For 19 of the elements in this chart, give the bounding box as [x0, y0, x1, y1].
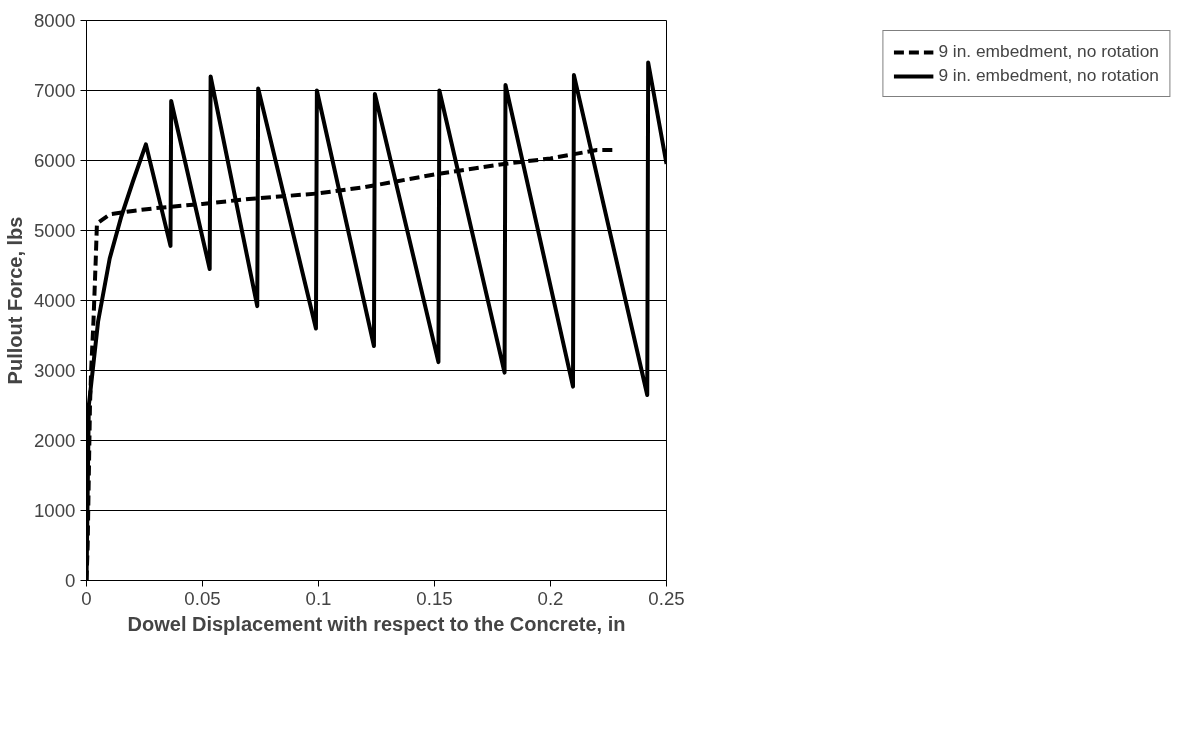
- y-tick-label: 5000: [34, 220, 76, 241]
- y-tick-label: 8000: [34, 10, 76, 31]
- y-tick-label: 2000: [34, 430, 76, 451]
- y-tick-label: 7000: [34, 80, 76, 101]
- y-tick-label: 4000: [34, 290, 76, 311]
- x-tick-label: 0.15: [416, 587, 453, 609]
- y-tick-label: 3000: [34, 360, 76, 381]
- x-tick-label: 0.05: [184, 587, 221, 609]
- x-tick-label: 0.2: [537, 587, 564, 609]
- legend-label: 9 in. embedment, no rotation: [938, 41, 1159, 62]
- y-tick-label: 6000: [34, 150, 76, 171]
- x-tick-label: 0: [81, 587, 92, 609]
- y-axis-title: Pullout Force, lbs: [4, 216, 26, 385]
- y-tick-label: 1000: [34, 500, 76, 521]
- x-tick-label: 0.25: [648, 587, 685, 609]
- x-axis-title: Dowel Displacement with respect to the Concrete, in: [127, 612, 626, 635]
- x-tick-label: 0.1: [305, 587, 332, 609]
- legend-label: 9 in. embedment, no rotation: [938, 65, 1159, 86]
- y-tick-label: 0: [65, 570, 76, 591]
